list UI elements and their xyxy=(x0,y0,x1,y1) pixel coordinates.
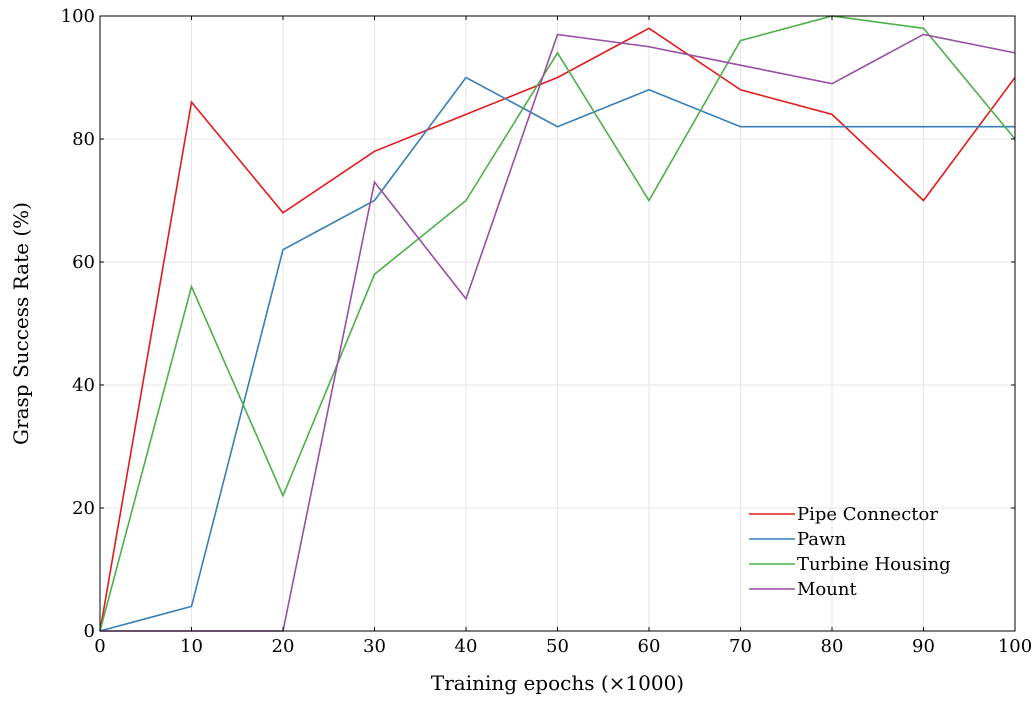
axis-ticks: 0 10 20 30 40 50 60 70 80 90 100 0 20 40 60 80 100 xyxy=(61,6,1033,657)
y-tick-label: 40 xyxy=(72,375,95,396)
x-axis-label: Training epochs (×1000) xyxy=(431,671,684,695)
series-line-turbine-housing xyxy=(99,15,1016,632)
legend: Pipe Connector Pawn Turbine Housing Mount xyxy=(749,504,951,600)
x-tick-label: 0 xyxy=(94,636,105,657)
series-line-pipe-connector xyxy=(99,27,1016,632)
x-tick-label: 70 xyxy=(729,636,752,657)
x-tick-label: 60 xyxy=(638,636,661,657)
legend-label: Turbine Housing xyxy=(797,554,951,575)
legend-label: Mount xyxy=(797,579,857,600)
legend-label: Pipe Connector xyxy=(797,504,938,525)
y-tick-label: 20 xyxy=(72,498,95,519)
x-tick-label: 50 xyxy=(546,636,569,657)
y-tick-label: 60 xyxy=(72,252,95,273)
series-line-pawn xyxy=(99,76,1015,632)
x-tick-label: 30 xyxy=(363,636,386,657)
x-tick-label: 80 xyxy=(821,636,844,657)
x-tick-label: 100 xyxy=(998,636,1032,657)
y-tick-label: 0 xyxy=(84,621,95,642)
y-tick-label: 80 xyxy=(72,129,95,150)
x-tick-label: 90 xyxy=(912,636,935,657)
grid-lines xyxy=(99,15,1016,632)
y-axis-label: Grasp Success Rate (%) xyxy=(9,202,33,445)
legend-label: Pawn xyxy=(797,529,846,550)
x-tick-label: 20 xyxy=(272,636,295,657)
x-tick-label: 40 xyxy=(455,636,478,657)
y-tick-label: 100 xyxy=(61,6,95,27)
x-tick-label: 10 xyxy=(180,636,203,657)
